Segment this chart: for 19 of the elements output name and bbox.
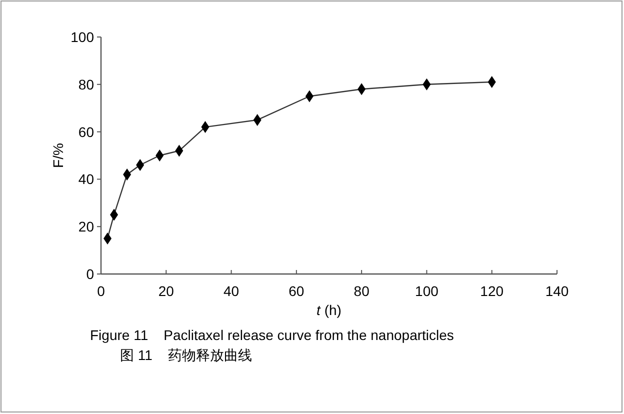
x-tick-label: 80 xyxy=(354,283,370,299)
x-tick-label: 20 xyxy=(158,283,174,299)
y-axis-title: F/% xyxy=(50,143,66,168)
caption: Figure 11 Paclitaxel release curve from the nanoparticles xyxy=(90,327,454,343)
y-tick-label: 20 xyxy=(78,218,94,235)
y-tick-label: 80 xyxy=(78,76,94,92)
x-tick-label: 120 xyxy=(480,283,504,299)
x-tick-label: 0 xyxy=(97,283,106,299)
caption: 图 11 药物释放曲线 xyxy=(120,347,252,363)
x-tick-label: 140 xyxy=(545,283,569,299)
y-tick-label: 100 xyxy=(70,29,94,45)
y-tick-label: 60 xyxy=(78,124,94,140)
x-tick-label: 100 xyxy=(415,283,439,299)
y-tick-label: 0 xyxy=(86,266,94,282)
y-tick-label: 40 xyxy=(78,171,94,188)
x-tick-label: 60 xyxy=(288,283,304,299)
x-axis-title: t (h) xyxy=(316,302,342,318)
x-tick-label: 40 xyxy=(223,283,240,299)
point xyxy=(156,150,164,162)
